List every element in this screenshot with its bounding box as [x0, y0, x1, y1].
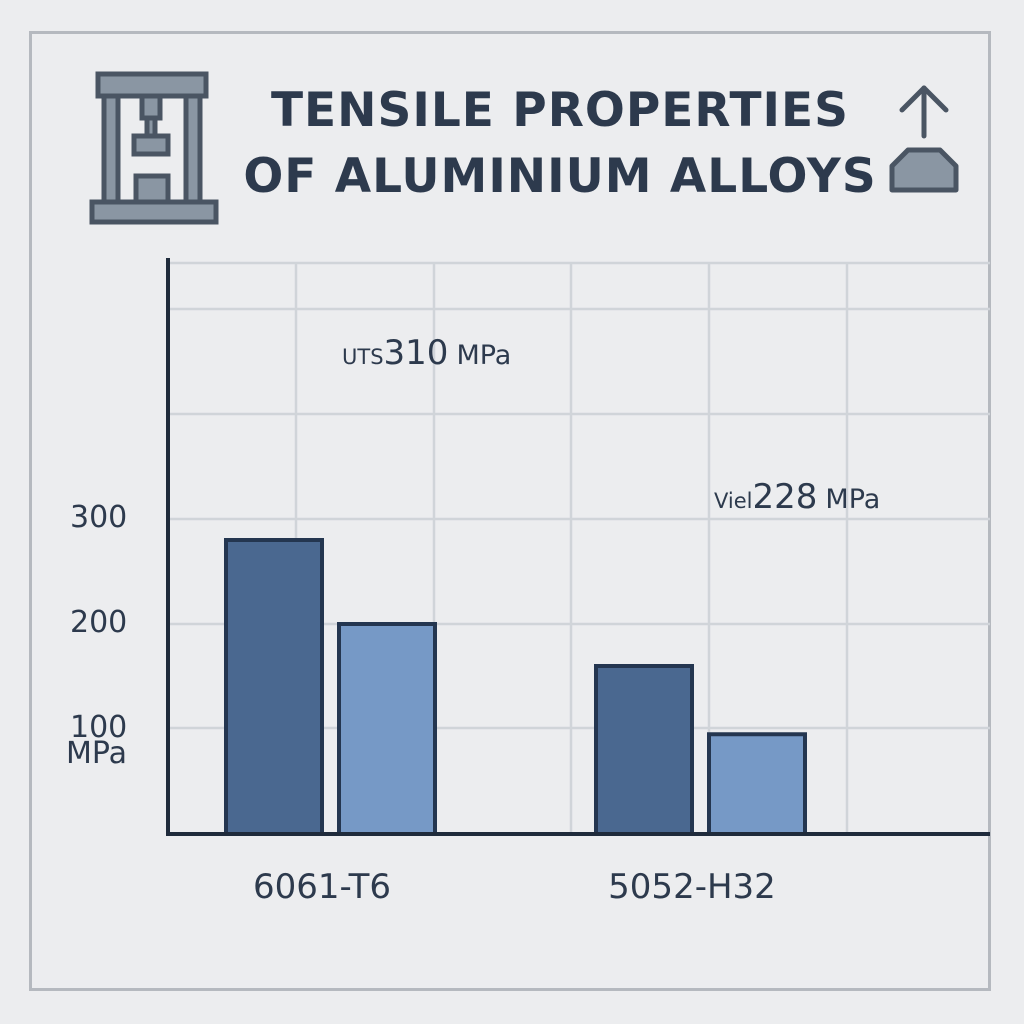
- annotation-value: 228: [753, 477, 818, 517]
- y-axis-label: MPa: [66, 736, 127, 771]
- chart-title-line-2: OF ALUMINIUM ALLOYS: [243, 149, 877, 204]
- bar-6061-t6-series-2: [337, 622, 437, 836]
- annotation-uts: UTS310 MPa: [342, 333, 511, 373]
- annotation-viel: Viel228 MPa: [714, 477, 880, 517]
- bar-6061-t6-series-1: [224, 538, 324, 836]
- annotation-prefix: Viel: [714, 489, 753, 513]
- tensile-testing-machine-icon: [89, 71, 219, 225]
- y-tick-label: 100: [70, 710, 127, 745]
- bar-5052-h32-series-1: [594, 664, 694, 836]
- annotation-unit: MPa: [456, 340, 511, 371]
- annotation-unit: MPa: [825, 484, 880, 515]
- bar-5052-h32-series-2: [707, 732, 807, 836]
- annotation-value: 310: [384, 333, 449, 373]
- chart-title-line-1: TENSILE PROPERTIES: [271, 83, 849, 138]
- load-arrow-icon: [889, 85, 959, 193]
- chart-frame: [29, 31, 991, 991]
- y-tick-label: 300: [70, 500, 127, 535]
- x-category-label: 5052-H32: [608, 867, 776, 907]
- y-tick-label: 200: [70, 605, 127, 640]
- chart-title: TENSILE PROPERTIES OF ALUMINIUM ALLOYS: [240, 78, 880, 210]
- x-category-label: 6061-T6: [253, 867, 391, 907]
- bars: [224, 538, 807, 836]
- axes: [166, 258, 990, 836]
- annotation-prefix: UTS: [342, 345, 384, 369]
